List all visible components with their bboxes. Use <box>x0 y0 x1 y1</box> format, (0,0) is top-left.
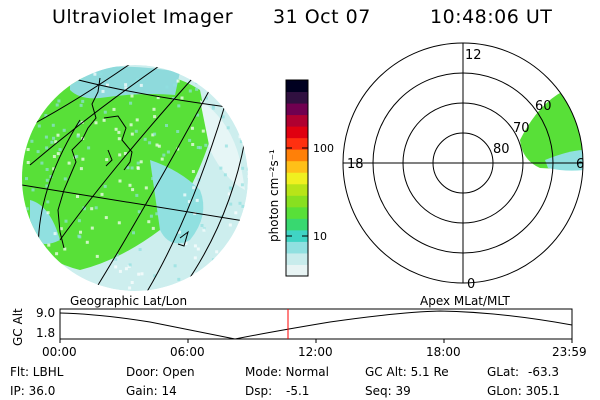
colorbar-band <box>286 183 308 196</box>
status-mode: Mode: Normal <box>245 365 329 379</box>
colorbar-band <box>286 149 308 162</box>
mlat-label-60: 60 <box>535 99 552 114</box>
status-seq: Seq: 39 <box>365 384 411 398</box>
timeline-xtick-0600: 06:00 <box>170 345 205 359</box>
timeline-y-label: GC Alt <box>11 308 25 346</box>
mlt-label-12: 12 <box>465 48 482 63</box>
colorbar-band <box>286 241 308 254</box>
timeline-xtick-1200: 12:00 <box>298 345 333 359</box>
colorbar-band <box>286 160 308 173</box>
status-dsp-value: -5.1 <box>286 384 310 398</box>
timeline-ytick-top: 9.0 <box>36 306 56 320</box>
polar-plot <box>342 42 584 284</box>
colorbar-band <box>286 172 308 185</box>
colorbar <box>285 79 309 277</box>
colorbar-band <box>286 114 308 127</box>
status-dsp: Dsp: <box>245 384 273 398</box>
timeline-xtick-1800: 18:00 <box>426 345 461 359</box>
status-ip: IP: 36.0 <box>10 384 56 398</box>
status-glat-value: -63.3 <box>528 365 560 379</box>
status-glat: GLat: <box>487 365 520 379</box>
mlat-label-80: 80 <box>493 142 510 157</box>
mlt-label-6: 6 <box>576 157 584 172</box>
geo-map-caption: Geographic Lat/Lon <box>70 294 188 308</box>
colorbar-band <box>286 126 308 139</box>
colorbar-band <box>286 195 308 208</box>
geographic-map <box>22 65 248 291</box>
colorbar-band <box>286 80 308 93</box>
polar-caption: Apex MLat/MLT <box>420 294 510 308</box>
mlt-label-18: 18 <box>347 157 364 172</box>
colorbar-band <box>286 206 308 219</box>
timeline-xtick-2359: 23:59 <box>552 345 587 359</box>
colorbar-band <box>286 91 308 104</box>
colorbar-band <box>286 218 308 231</box>
instrument-title: Ultraviolet Imager <box>52 6 234 28</box>
mlat-label-70: 70 <box>513 121 530 136</box>
colorbar-unit-label: photon cm⁻²s⁻¹ <box>267 149 281 242</box>
date-label: 31 Oct 07 <box>273 6 371 28</box>
colorbar-tick-10: 10 <box>313 230 327 243</box>
status-glon: GLon: 305.1 <box>487 384 560 398</box>
colorbar-tick-100: 100 <box>313 142 334 155</box>
status-gain: Gain: 14 <box>126 384 177 398</box>
altitude-timeline <box>59 308 573 343</box>
status-door: Door: Open <box>126 365 195 379</box>
colorbar-band <box>286 229 308 242</box>
status-gc-alt: GC Alt: 5.1 Re <box>365 365 449 379</box>
status-flt: Flt: LBHL <box>10 365 64 379</box>
colorbar-band <box>286 103 308 116</box>
mlt-label-0: 0 <box>467 277 475 292</box>
colorbar-band <box>286 252 308 265</box>
time-label: 10:48:06 UT <box>430 6 553 28</box>
colorbar-band <box>286 137 308 150</box>
timeline-xtick-0000: 00:00 <box>42 345 77 359</box>
colorbar-band <box>286 264 308 277</box>
timeline-ytick-bottom: 1.8 <box>36 326 56 340</box>
